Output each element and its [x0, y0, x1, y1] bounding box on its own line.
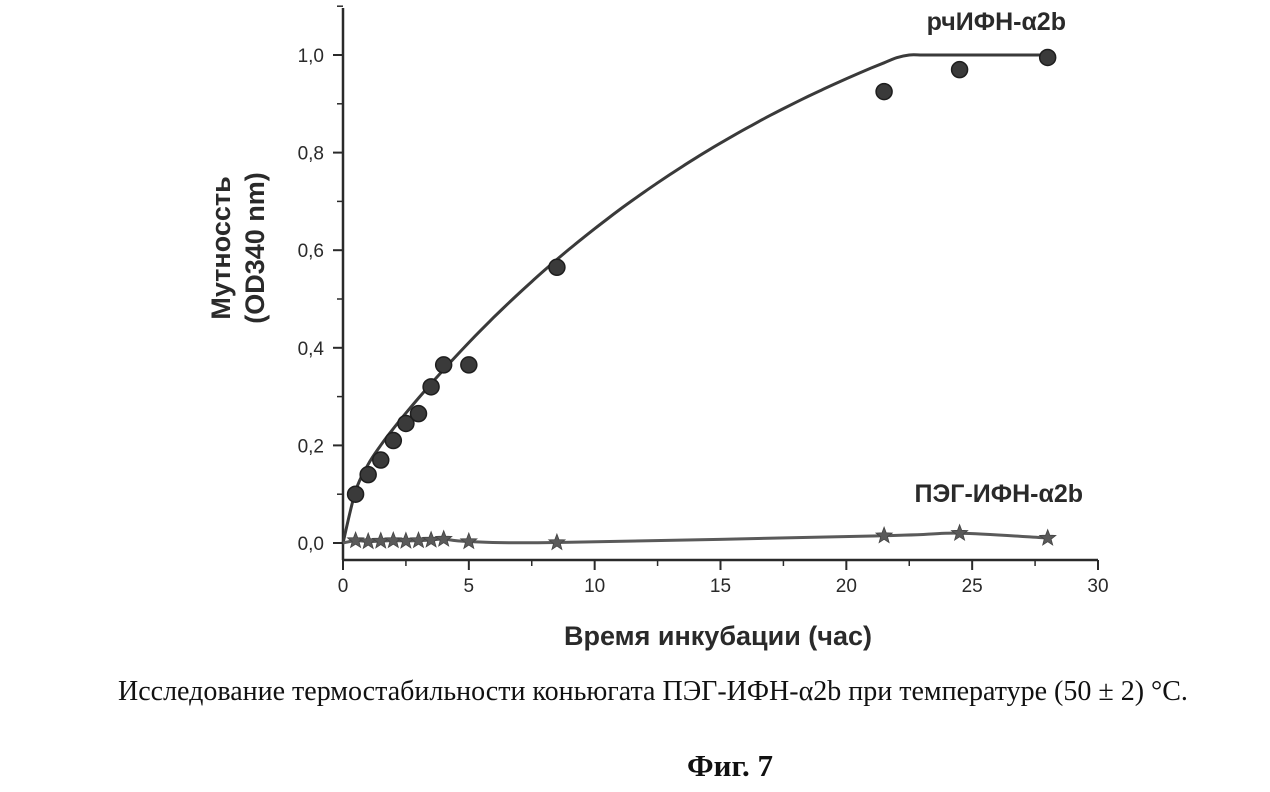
- x-tick-label: 0: [338, 576, 349, 597]
- star-marker: [436, 531, 452, 546]
- y-tick-label: 0,4: [298, 339, 325, 360]
- y-tick-label: 0,6: [298, 241, 324, 262]
- star-marker: [398, 533, 414, 548]
- x-tick-label: 30: [1087, 576, 1108, 597]
- circle-marker: [549, 259, 565, 275]
- chart: 0 5 10 15 20 25 30 0,0 0,2 0,4 0,6 0,8 1,0 рчИФН-α2b…: [0, 0, 1270, 660]
- x-tick-label: 10: [584, 576, 605, 597]
- circle-marker: [373, 452, 389, 468]
- x-tick-label: 5: [464, 576, 475, 597]
- series-label-peg-ifn: ПЭГ-ИФН-α2b: [915, 480, 1083, 508]
- x-tick-label: 25: [962, 576, 983, 597]
- circle-marker: [411, 406, 427, 422]
- star-marker: [1040, 530, 1056, 545]
- axes: [343, 8, 1098, 560]
- y-tick-label: 0,0: [298, 534, 324, 555]
- star-marker: [876, 527, 892, 542]
- circle-marker: [436, 357, 452, 373]
- circle-marker: [1040, 49, 1056, 65]
- star-marker: [373, 533, 389, 548]
- series-label-rch-ifn: рчИФН-α2b: [927, 8, 1066, 36]
- figure-caption: Исследование термостабильности коньюгата…: [0, 664, 1270, 720]
- star-marker: [461, 533, 477, 548]
- x-tick-label: 15: [710, 576, 731, 597]
- figure-label: Фиг. 7: [0, 748, 1270, 784]
- y-tick-label: 1,0: [298, 46, 324, 67]
- circle-marker: [876, 84, 892, 100]
- fitted-curves: [343, 55, 1048, 543]
- circle-marker: [461, 357, 477, 373]
- star-marker: [423, 532, 439, 547]
- y-axis-title-line-1: Мутноссть: [206, 176, 236, 319]
- fit-curve-rch-ifn: [343, 55, 1048, 543]
- x-tick-label: 20: [836, 576, 857, 597]
- circle-marker: [360, 467, 376, 483]
- circle-marker: [348, 486, 364, 502]
- star-marker: [952, 525, 968, 540]
- x-axis-title: Время инкубации (час): [564, 621, 872, 651]
- y-tick-label: 0,8: [298, 144, 324, 165]
- circle-marker: [423, 379, 439, 395]
- star-marker: [410, 532, 426, 547]
- star-marker: [549, 534, 565, 549]
- y-tick-label: 0,2: [298, 436, 324, 457]
- star-marker: [360, 533, 376, 548]
- y-axis-title: Мутноссть (OD340 nm): [206, 172, 270, 324]
- circle-marker: [952, 62, 968, 78]
- ticks: 0 5 10 15 20 25 30 0,0 0,2 0,4 0,6 0,8 1,0: [298, 6, 1109, 597]
- circle-marker: [385, 433, 401, 449]
- data-markers: [348, 49, 1056, 549]
- y-axis-title-line-2: (OD340 nm): [240, 172, 270, 324]
